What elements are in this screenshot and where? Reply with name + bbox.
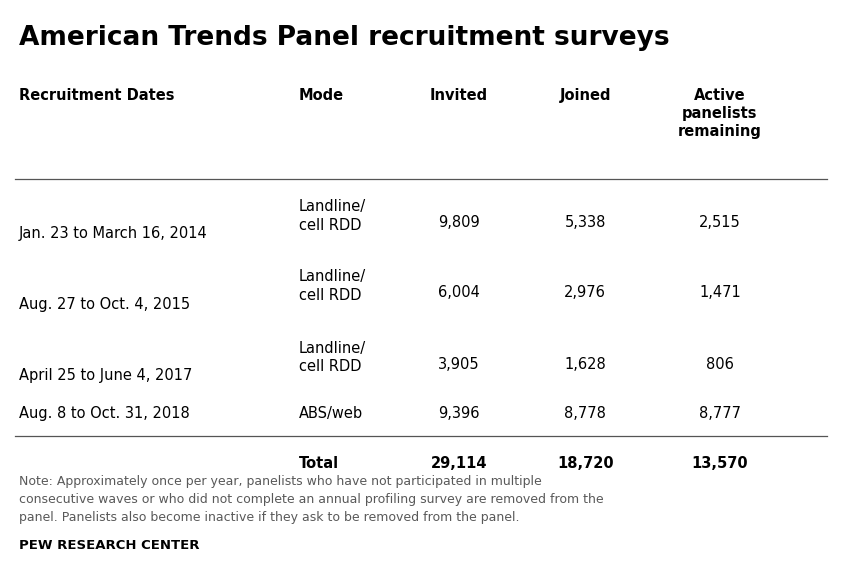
Text: ABS/web: ABS/web <box>299 406 363 422</box>
Text: 5,338: 5,338 <box>564 215 606 230</box>
Text: 18,720: 18,720 <box>557 456 614 471</box>
Text: 2,976: 2,976 <box>564 285 606 301</box>
Text: 29,114: 29,114 <box>430 456 488 471</box>
Text: Total: Total <box>299 456 339 471</box>
Text: 6,004: 6,004 <box>438 285 480 301</box>
Text: Landline/
cell RDD: Landline/ cell RDD <box>299 199 366 233</box>
Text: Aug. 27 to Oct. 4, 2015: Aug. 27 to Oct. 4, 2015 <box>19 297 189 312</box>
Text: Active
panelists
remaining: Active panelists remaining <box>678 88 762 139</box>
Text: 3,905: 3,905 <box>438 357 480 372</box>
Text: 9,396: 9,396 <box>438 406 480 422</box>
Text: Landline/
cell RDD: Landline/ cell RDD <box>299 269 366 303</box>
Text: 9,809: 9,809 <box>438 215 480 230</box>
Text: Joined: Joined <box>559 88 611 103</box>
Text: 1,628: 1,628 <box>564 357 606 372</box>
Text: 8,777: 8,777 <box>699 406 741 422</box>
Text: Recruitment Dates: Recruitment Dates <box>19 88 174 103</box>
Text: Mode: Mode <box>299 88 344 103</box>
Text: Note: Approximately once per year, panelists who have not participated in multip: Note: Approximately once per year, panel… <box>19 475 603 525</box>
Text: 13,570: 13,570 <box>691 456 749 471</box>
Text: 8,778: 8,778 <box>564 406 606 422</box>
Text: 806: 806 <box>706 357 734 372</box>
Text: American Trends Panel recruitment surveys: American Trends Panel recruitment survey… <box>19 25 669 52</box>
Text: 1,471: 1,471 <box>699 285 741 301</box>
Text: Invited: Invited <box>429 88 488 103</box>
Text: Landline/
cell RDD: Landline/ cell RDD <box>299 341 366 374</box>
Text: PEW RESEARCH CENTER: PEW RESEARCH CENTER <box>19 539 199 552</box>
Text: Jan. 23 to March 16, 2014: Jan. 23 to March 16, 2014 <box>19 226 207 242</box>
Text: Aug. 8 to Oct. 31, 2018: Aug. 8 to Oct. 31, 2018 <box>19 406 189 422</box>
Text: April 25 to June 4, 2017: April 25 to June 4, 2017 <box>19 368 192 383</box>
Text: 2,515: 2,515 <box>699 215 741 230</box>
